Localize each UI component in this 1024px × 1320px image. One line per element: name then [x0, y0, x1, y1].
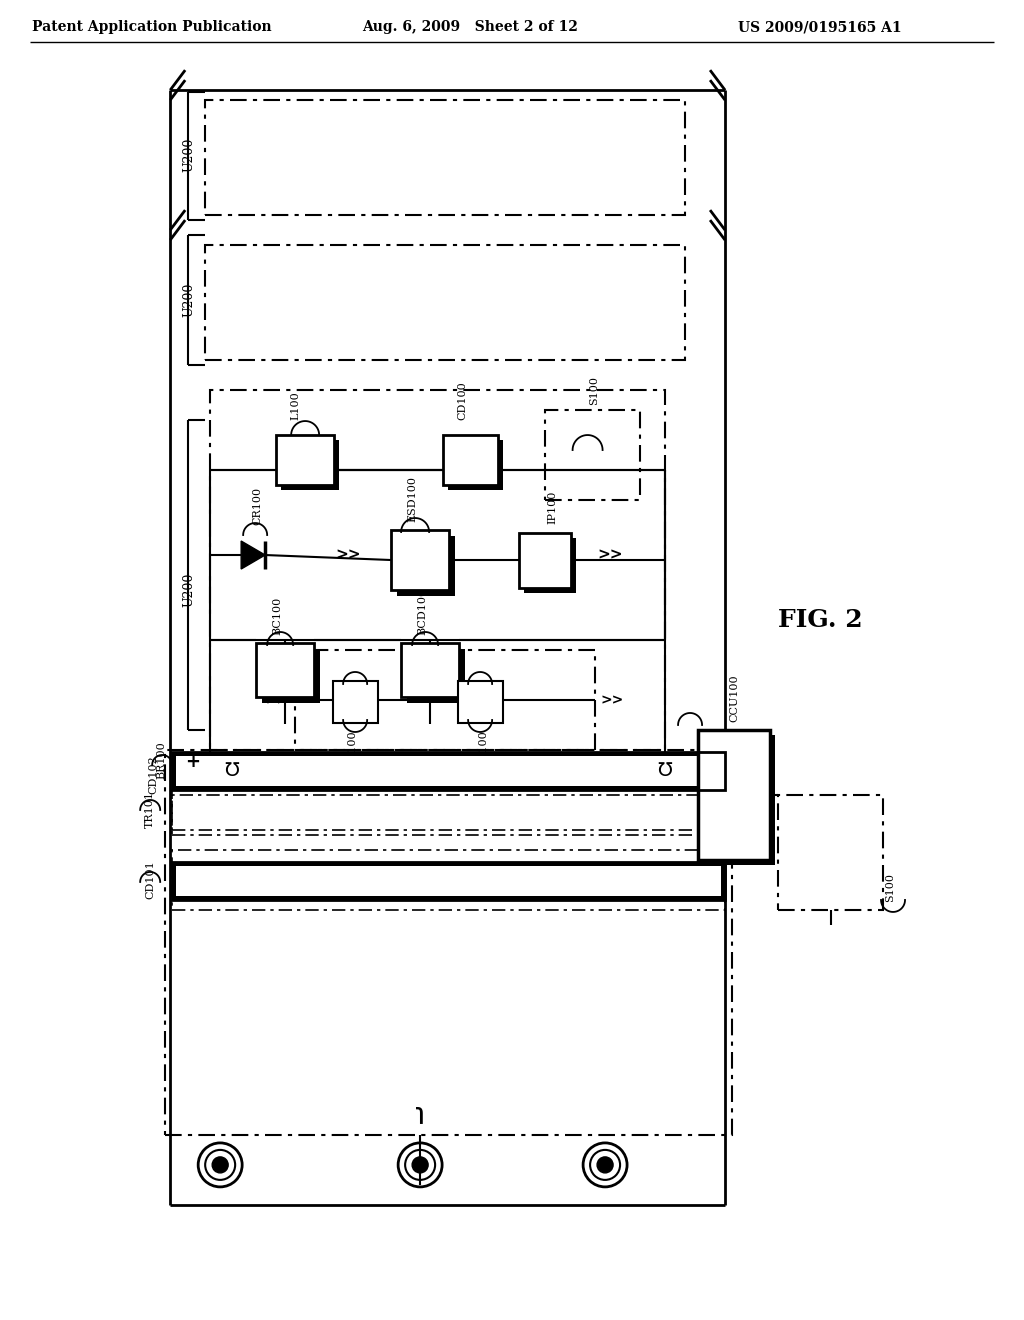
Polygon shape	[242, 541, 265, 569]
Text: ℧: ℧	[657, 762, 673, 780]
Bar	[391, 531, 450, 590]
Text: >>: >>	[336, 548, 360, 562]
Text: S100: S100	[885, 873, 895, 902]
Bar	[276, 436, 334, 484]
Text: CD102: CD102	[148, 755, 158, 795]
Text: ℩: ℩	[415, 1101, 425, 1130]
Bar	[519, 532, 571, 587]
Bar	[172, 862, 725, 900]
Text: CR100: CR100	[252, 487, 262, 525]
Text: CD101: CD101	[145, 861, 156, 899]
Bar	[172, 752, 725, 789]
Bar	[524, 537, 577, 593]
Text: BR100: BR100	[157, 741, 166, 779]
Text: BCD100: BCD100	[417, 587, 427, 635]
Text: U200: U200	[182, 573, 196, 607]
Text: RPC100: RPC100	[347, 730, 357, 776]
Bar	[447, 440, 503, 490]
Text: RPS100: RPS100	[478, 730, 488, 775]
Bar	[262, 648, 321, 704]
Bar	[778, 795, 883, 909]
Bar	[165, 750, 732, 1135]
Bar	[205, 100, 685, 215]
Circle shape	[212, 1156, 228, 1173]
Text: U200: U200	[182, 137, 196, 173]
Text: US 2009/0195165 A1: US 2009/0195165 A1	[738, 20, 902, 34]
Bar	[282, 440, 339, 490]
Bar	[172, 789, 725, 836]
Bar	[172, 795, 725, 830]
Text: >>: >>	[600, 693, 624, 708]
Bar	[401, 643, 459, 697]
Bar	[176, 756, 721, 785]
Text: ℧: ℧	[224, 762, 240, 780]
Text: U200: U200	[182, 282, 196, 317]
Text: L100: L100	[290, 391, 300, 420]
Bar	[408, 648, 465, 704]
Text: +: +	[184, 752, 200, 771]
Bar	[172, 850, 725, 909]
Bar	[397, 536, 455, 597]
Text: CCU100: CCU100	[729, 675, 739, 722]
Circle shape	[597, 1156, 613, 1173]
Text: FIG. 2: FIG. 2	[778, 609, 862, 632]
Text: BC100: BC100	[272, 597, 283, 635]
Bar	[205, 246, 685, 360]
Bar	[545, 411, 640, 500]
Bar	[458, 681, 503, 723]
Text: Aug. 6, 2009   Sheet 2 of 12: Aug. 6, 2009 Sheet 2 of 12	[362, 20, 579, 34]
Bar	[172, 752, 725, 789]
Text: S100: S100	[590, 376, 600, 405]
Bar	[458, 681, 503, 723]
Bar	[333, 681, 378, 723]
Text: TR101: TR101	[145, 792, 156, 829]
Circle shape	[412, 1156, 428, 1173]
Bar	[703, 735, 775, 865]
Bar	[698, 730, 770, 859]
Text: Patent Application Publication: Patent Application Publication	[33, 20, 272, 34]
Text: >>: >>	[597, 548, 623, 562]
Text: >>: >>	[265, 693, 289, 708]
Bar	[210, 389, 665, 750]
Bar	[172, 862, 725, 900]
Text: CD100: CD100	[457, 381, 467, 420]
Bar	[295, 649, 595, 750]
Text: ESD100: ESD100	[408, 477, 417, 521]
Text: IP100: IP100	[547, 491, 557, 524]
Bar	[333, 681, 378, 723]
Bar	[176, 866, 721, 896]
Bar	[256, 643, 314, 697]
Bar	[442, 436, 498, 484]
